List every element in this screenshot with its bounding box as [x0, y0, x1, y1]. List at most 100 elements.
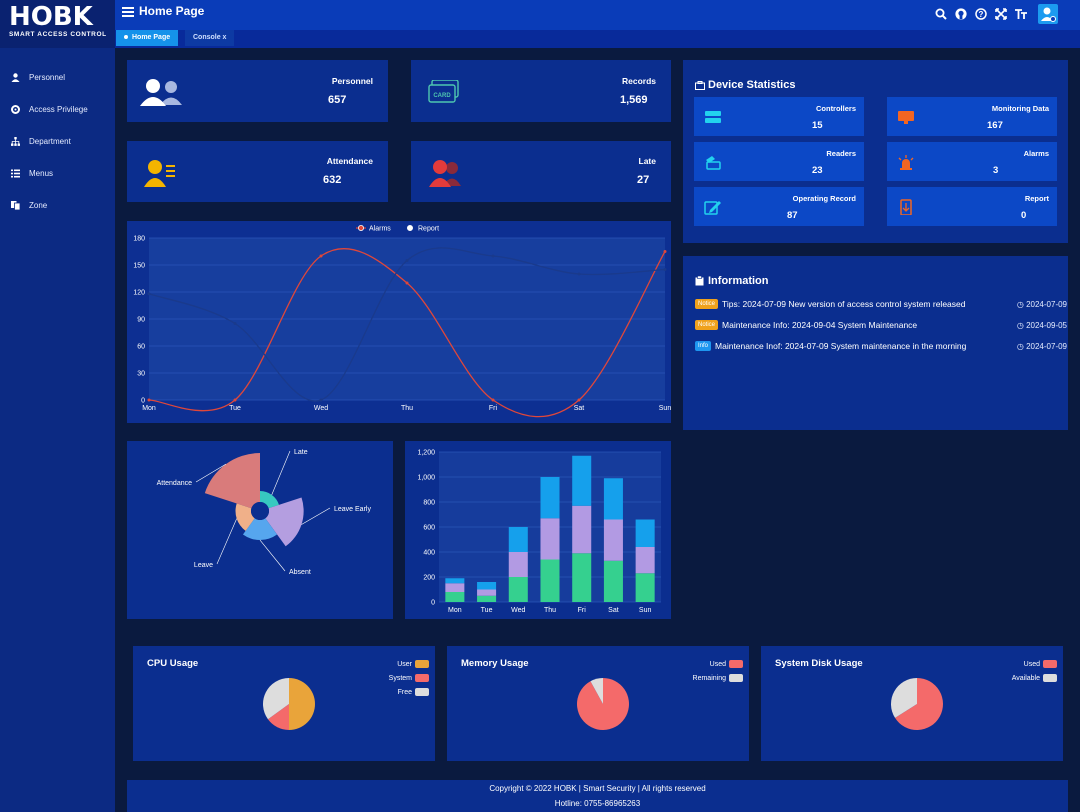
rose-hole	[251, 502, 269, 520]
avatar[interactable]	[1038, 4, 1058, 24]
person-icon	[11, 72, 20, 82]
label-leader	[216, 518, 237, 565]
tab-label: Home Page	[132, 34, 171, 41]
sitemap-icon	[11, 136, 20, 146]
bar-segment	[603, 519, 623, 561]
label-leader	[271, 450, 291, 495]
sidebar-item-access-privilege[interactable]: Access Privilege	[0, 98, 115, 120]
bar-segment	[635, 519, 655, 547]
rose-slice	[242, 518, 278, 541]
slice-label: Leave	[194, 562, 213, 569]
cpu-pie	[263, 678, 315, 730]
data-point	[233, 322, 237, 325]
zone-icon	[11, 200, 21, 210]
x-tick-label: Sun	[659, 405, 671, 412]
bar-segment	[508, 577, 528, 602]
clock-icon: ◷	[1016, 299, 1024, 309]
legend-item[interactable]: Used	[710, 660, 743, 668]
clock-icon: ◷	[1016, 341, 1024, 351]
fullscreen-icon[interactable]	[995, 8, 1007, 20]
stat-card-personnel[interactable]: Personnel 657	[127, 60, 388, 122]
logo-subtitle: SMART ACCESS CONTROL	[9, 31, 107, 38]
notice-badge: Notice	[695, 299, 719, 309]
bar-segment	[477, 589, 497, 596]
pie-slice	[289, 678, 315, 730]
page-title: Home Page	[139, 4, 205, 18]
label-leader	[259, 539, 286, 572]
data-point	[405, 281, 409, 285]
label-leader	[301, 507, 331, 525]
usage-title: CPU Usage	[147, 658, 199, 669]
copyright-text: Copyright © 2022 HOBK | Smart Security |…	[489, 784, 706, 793]
sidebar-item-zone[interactable]: Zone	[0, 194, 115, 216]
info-row[interactable]: Notice Maintenance Info: 2024-09-04 Syst…	[695, 318, 1067, 332]
y-tick-label: 180	[133, 236, 145, 243]
device-card-title: Alarms	[1023, 149, 1049, 158]
info-date: ◷ 2024-07-09	[1016, 299, 1067, 309]
data-point	[491, 254, 495, 258]
legend-marker	[357, 225, 364, 231]
sidebar-item-menus[interactable]: Menus	[0, 162, 115, 184]
logo[interactable]: HOBK SMART ACCESS CONTROL	[0, 0, 115, 48]
tab-label: Console x	[193, 34, 227, 41]
list-icon	[11, 169, 20, 178]
stat-card-records[interactable]: CARD Records 1,569	[411, 60, 671, 122]
device-card-alarms[interactable]: Alarms 3	[887, 142, 1057, 181]
x-tick-label: Mon	[448, 607, 462, 614]
sidebar: HOBK SMART ACCESS CONTROL Personnel Acce…	[0, 0, 115, 812]
search-icon[interactable]	[935, 8, 947, 20]
device-card-report[interactable]: Report 0	[887, 187, 1057, 226]
stat-value: 27	[637, 174, 650, 186]
y-tick-label: 0	[141, 398, 145, 405]
legend-item[interactable]: Remaining	[693, 674, 743, 682]
sidebar-item-personnel[interactable]: Personnel	[0, 66, 115, 88]
device-card-title: Report	[1024, 194, 1049, 203]
sidebar-item-label: Menus	[29, 168, 54, 178]
x-tick-label: Sat	[608, 607, 619, 614]
github-icon[interactable]	[955, 8, 967, 20]
line-chart: 0 30 60 90 120 150 180 Mon Tue Wed Thu Fri Sat Sun Ala…	[133, 225, 671, 418]
font-size-icon[interactable]	[1015, 8, 1027, 20]
memory-pie	[577, 678, 629, 730]
info-row[interactable]: Notice Tips: 2024-07-09 New version of a…	[695, 297, 1067, 311]
info-text: Maintenance Info: 2024-09-04 System Main…	[722, 320, 918, 330]
legend-item[interactable]: User	[397, 660, 429, 668]
info-row[interactable]: Info Maintenance Inof: 2024-07-09 System…	[695, 339, 1067, 353]
tab-console[interactable]: Console x	[185, 30, 235, 46]
y-tick-label: 30	[137, 371, 145, 378]
sidebar-item-department[interactable]: Department	[0, 130, 115, 152]
stat-card-attendance[interactable]: Attendance 632	[127, 141, 388, 202]
sidebar-item-label: Access Privilege	[29, 104, 88, 114]
info-text: Tips: 2024-07-09 New version of access c…	[722, 299, 966, 309]
device-card-operating-record[interactable]: Operating Record 87	[694, 187, 864, 226]
data-point	[577, 272, 581, 276]
device-card-controllers[interactable]: Controllers 15	[694, 97, 864, 136]
device-card-readers[interactable]: Readers 23	[694, 142, 864, 181]
device-card-title: Controllers	[815, 104, 856, 113]
bar-segment	[603, 560, 623, 602]
briefcase-icon	[695, 80, 705, 90]
legend-item[interactable]: Available	[1012, 674, 1057, 682]
device-card-value: 0	[1021, 210, 1027, 221]
legend-item[interactable]: Free	[398, 688, 429, 696]
bar-segment	[635, 547, 655, 574]
bar-segment	[572, 455, 592, 506]
stat-title: Late	[638, 156, 656, 166]
legend-item[interactable]: System	[389, 674, 429, 682]
bar-segment	[477, 595, 497, 602]
usage-title: System Disk Usage	[775, 658, 863, 669]
stat-card-late[interactable]: Late 27	[411, 141, 671, 202]
bar-segment	[445, 578, 465, 584]
tab-home-page[interactable]: Home Page	[116, 30, 179, 46]
siren-icon	[898, 155, 914, 170]
legend-item[interactable]: Used	[1024, 660, 1057, 668]
footer: Copyright © 2022 HOBK | Smart Security |…	[127, 780, 1068, 812]
device-card-monitoring-data[interactable]: Monitoring Data 167	[887, 97, 1057, 136]
report-icon	[900, 199, 912, 215]
help-icon[interactable]: ?	[975, 8, 987, 20]
bar-segment	[572, 553, 592, 602]
slice-label: Leave Early	[334, 506, 371, 513]
data-point	[663, 250, 667, 253]
menu-toggle-icon[interactable]	[122, 7, 134, 17]
disk-pie	[891, 678, 943, 730]
